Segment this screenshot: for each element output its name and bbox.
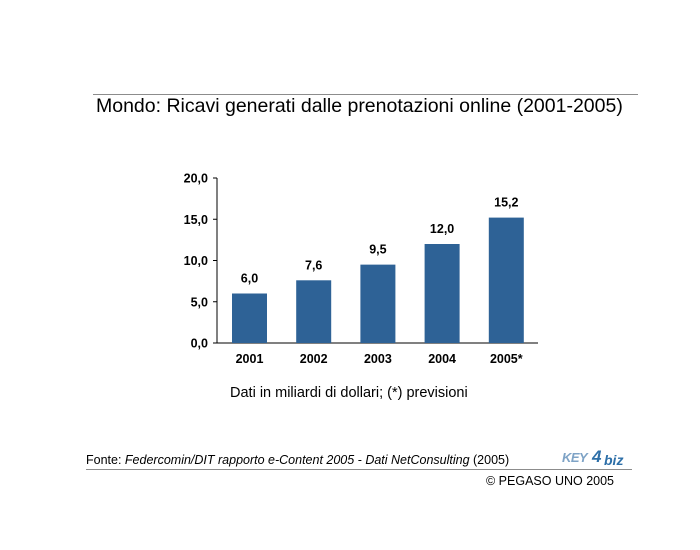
source-year: (2005)	[469, 453, 510, 467]
source-prefix: Fonte:	[86, 453, 125, 467]
y-tick-label: 20,0	[184, 172, 208, 186]
bars: 6,0 7,6 9,5 12,0 15,2	[232, 196, 524, 343]
value-label: 12,0	[430, 222, 454, 236]
key4biz-logo: KEY 4 biz	[562, 447, 634, 468]
y-tick-label: 0,0	[191, 337, 208, 351]
logo-four: 4	[592, 447, 602, 466]
logo-key: KEY	[562, 450, 588, 465]
bar-2003	[360, 264, 396, 343]
bar-2005	[488, 217, 524, 343]
category-label: 2001	[236, 352, 264, 366]
source-rule	[86, 469, 632, 470]
category-label: 2002	[300, 352, 328, 366]
source-title: Federcomin/DIT rapporto e-Content 2005 -…	[124, 453, 470, 467]
category-label: 2003	[364, 352, 392, 366]
logo-biz: biz	[604, 452, 624, 468]
bar-2001	[232, 293, 267, 343]
y-tick-label: 10,0	[184, 254, 208, 268]
source-line: Fonte: Federcomin/DIT rapporto e-Content…	[86, 453, 509, 467]
value-label: 7,6	[305, 258, 322, 272]
bar-2002	[296, 280, 332, 343]
value-label: 9,5	[369, 243, 386, 257]
copyright: © PEGASO UNO 2005	[486, 474, 615, 488]
value-label: 15,2	[494, 196, 518, 210]
x-axis: 2001 2002 2003 2004 2005*	[217, 342, 538, 366]
y-tick-label: 5,0	[191, 295, 208, 309]
category-label: 2004	[428, 352, 456, 366]
value-label: 6,0	[241, 272, 258, 286]
y-axis: 0,0 5,0 10,0 15,0 20,0	[184, 172, 218, 351]
chart-title: Mondo: Ricavi generati dalle prenotazion…	[96, 95, 623, 117]
y-tick-label: 15,0	[184, 213, 208, 227]
title-rule	[93, 94, 638, 95]
category-label: 2005*	[490, 352, 523, 366]
chart-note: Dati in miliardi di dollari; (*) previsi…	[230, 385, 468, 401]
bar-2004	[424, 244, 460, 343]
